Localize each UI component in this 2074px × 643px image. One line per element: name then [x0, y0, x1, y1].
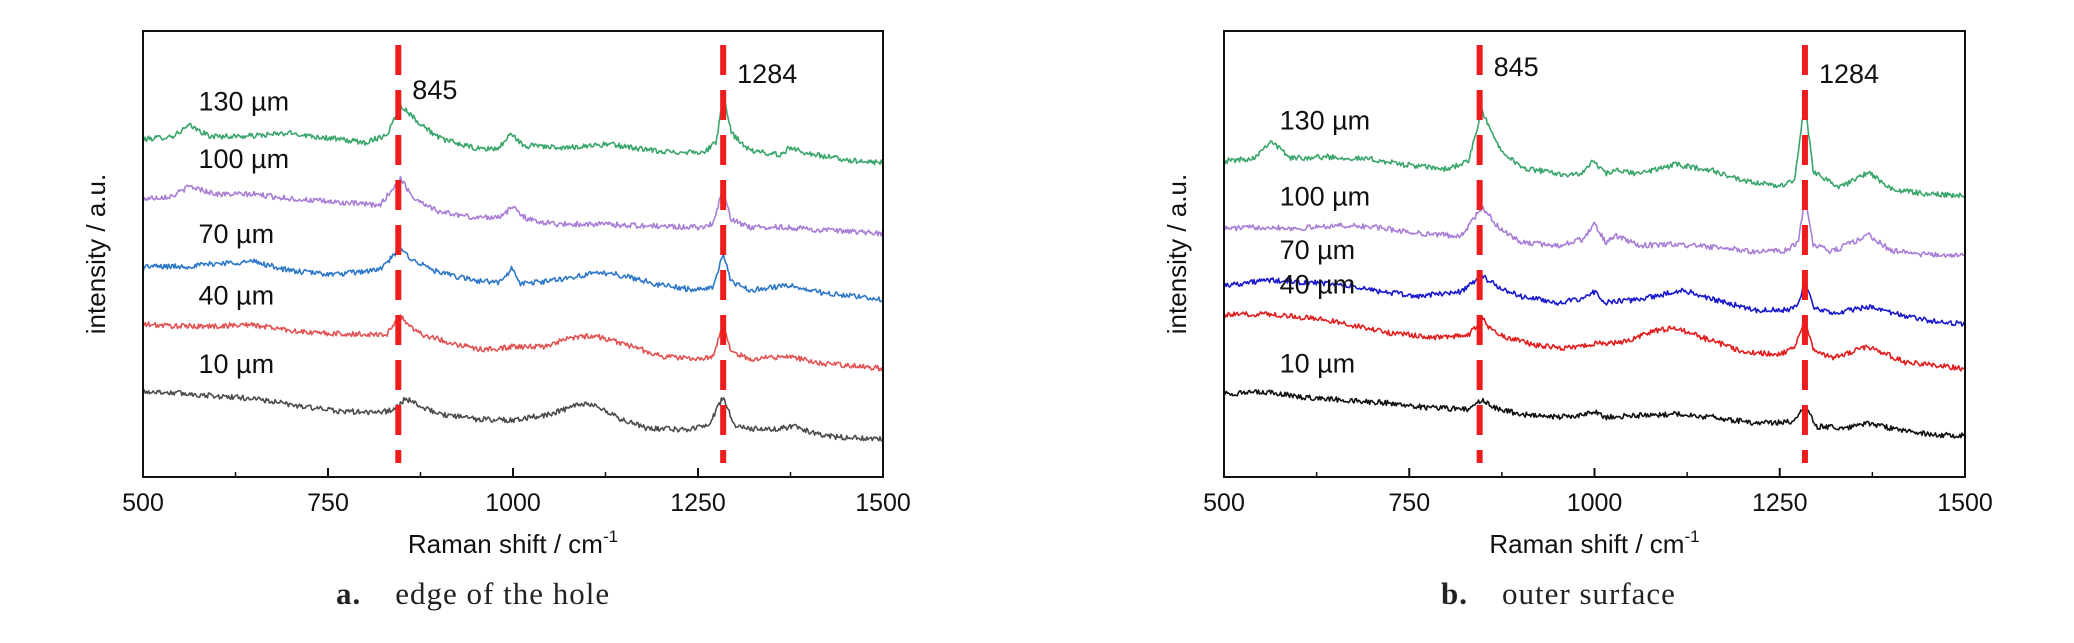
series-label: 40 µm: [199, 280, 275, 310]
y-axis-label: intensity / a.u.: [81, 174, 111, 334]
panel-b-chart: 130 µm 100 µm 70 µm 40 µm 10 µm 845 1284 500 750…: [1162, 30, 1993, 559]
reference-label: 845: [412, 75, 457, 105]
panel-b-label: b.: [1441, 576, 1468, 611]
series-label: 10 µm: [1280, 348, 1356, 378]
panel-b-caption-text: outer surface: [1502, 576, 1676, 611]
x-tick-label: 1250: [1752, 489, 1808, 517]
x-axis-label-superscript: -1: [603, 527, 618, 546]
x-axis-label-text: Raman shift / cm: [408, 529, 603, 559]
series-line-3: [1223, 274, 1966, 327]
series-line-2: [1223, 198, 1965, 259]
x-axis-label: Raman shift / cm-1: [1489, 527, 1699, 559]
x-tick-label: 500: [122, 489, 164, 517]
x-tick-label: 500: [1203, 489, 1245, 517]
series-line-1: [1223, 104, 1965, 199]
series-label: 70 µm: [199, 219, 275, 249]
series-line-4: [142, 314, 884, 372]
x-tick-label: 1000: [1567, 489, 1623, 517]
x-axis-label-superscript: -1: [1684, 527, 1699, 546]
series-label: 70 µm: [1280, 235, 1356, 265]
x-tick-label: 750: [307, 489, 349, 517]
x-axis-label-text: Raman shift / cm: [1489, 529, 1684, 559]
panel-a-chart: 130 µm 100 µm 70 µm 40 µm 10 µm 845 1284 500 750…: [81, 30, 911, 559]
reference-label: 1284: [737, 59, 797, 89]
series-label: 130 µm: [1280, 106, 1371, 136]
series-label: 100 µm: [1280, 182, 1371, 212]
y-axis-label: intensity / a.u.: [1162, 174, 1192, 334]
x-tick-label: 1500: [855, 489, 911, 517]
x-axis-label: Raman shift / cm-1: [408, 527, 618, 559]
series-label: 130 µm: [199, 86, 290, 116]
x-tick-label: 750: [1388, 489, 1430, 517]
series-line-3: [142, 247, 883, 303]
reference-label: 845: [1494, 52, 1539, 82]
x-tick-label: 1000: [485, 489, 541, 517]
series-label: 40 µm: [1280, 269, 1356, 299]
x-tick-label: 1250: [670, 489, 726, 517]
series-line-5: [142, 389, 883, 442]
series-line-1: [142, 93, 884, 166]
series-line-5: [1223, 389, 1965, 439]
series-line-4: [1223, 311, 1965, 372]
series-label: 10 µm: [199, 349, 275, 379]
series-label: 100 µm: [199, 144, 290, 174]
reference-label: 1284: [1819, 59, 1879, 89]
series-line-2: [142, 175, 884, 237]
caption-panel-b: b. outer surface: [1441, 576, 1676, 612]
panel-a-caption-text: edge of the hole: [395, 576, 611, 611]
x-tick-label: 1500: [1937, 489, 1993, 517]
caption-panel-a: a. edge of the hole: [336, 576, 610, 612]
panel-a-label: a.: [336, 576, 362, 611]
